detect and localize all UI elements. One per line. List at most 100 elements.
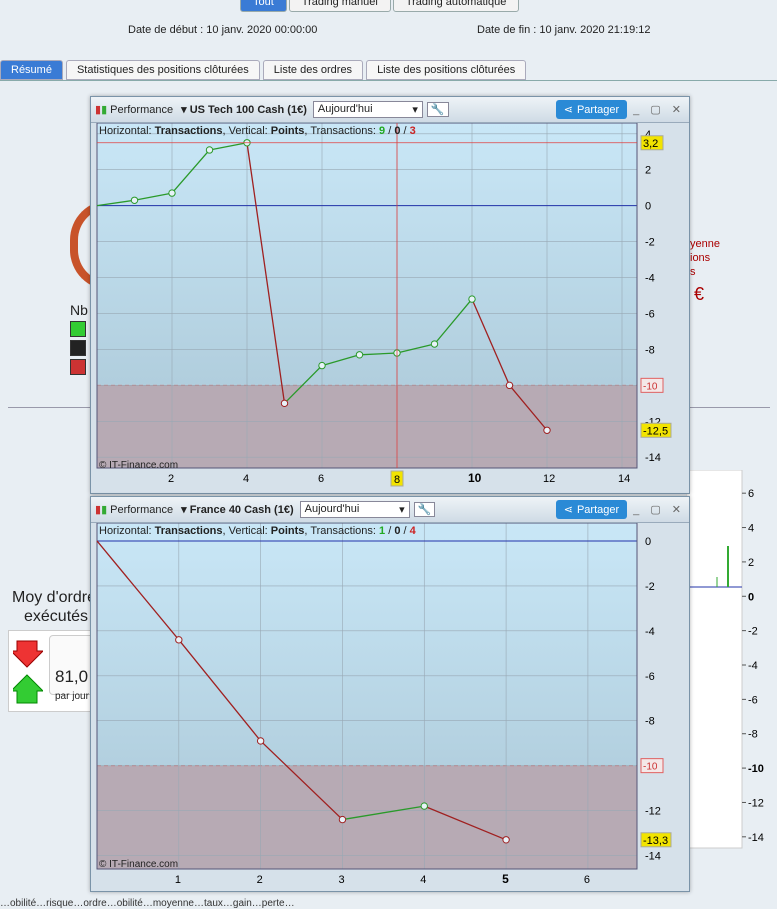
bg-tick-label: 6: [748, 488, 754, 500]
info-h-prefix: Horizontal:: [99, 525, 155, 537]
series-segment: [171, 149, 210, 194]
win-count: 9: [379, 125, 386, 137]
y-tick-label: -8: [645, 344, 655, 356]
trade-point: [543, 426, 551, 434]
mode-all-button[interactable]: Tout: [240, 0, 287, 12]
neutral-count: 0: [394, 125, 401, 137]
tab-orders[interactable]: Liste des ordres: [262, 60, 364, 80]
last-value-label: -12,5: [643, 425, 668, 437]
performance-icon-2: ▮: [101, 504, 108, 516]
last-value-label: -13,3: [643, 835, 668, 847]
crosshair-y-box: [640, 135, 664, 151]
y-tick-label: 2: [645, 165, 651, 177]
y-tick-label: -12: [645, 806, 661, 818]
info-v-value: Points: [270, 125, 305, 137]
wrench-icon[interactable]: 🔧: [413, 502, 436, 517]
window-controls[interactable]: _ ▢ ✕: [633, 104, 685, 116]
period-select[interactable]: Aujourd'hui ▾: [312, 101, 423, 118]
instrument-selector[interactable]: ▾ US Tech 100 Cash (1€): [181, 104, 307, 116]
x-tick-label: 2: [168, 473, 174, 485]
period-value: Aujourd'hui: [304, 503, 360, 515]
series-segment: [246, 142, 286, 404]
performance-window-nasdaq: ▮ ▮ Performance ▾ US Tech 100 Cash (1€) A…: [90, 96, 690, 494]
share-button[interactable]: ⋖ Partager: [555, 500, 628, 519]
loss-zone: [97, 385, 637, 468]
info-v-value: Points: [270, 525, 305, 537]
share-button[interactable]: ⋖ Partager: [555, 100, 628, 119]
crosshair-x-box: [390, 470, 404, 487]
series-segment: [509, 384, 548, 431]
threshold-box: [640, 377, 664, 393]
bg-tick-label: -12: [748, 797, 764, 809]
bg-tick-label: 4: [748, 523, 754, 535]
performance-icon: ▮: [95, 504, 102, 516]
x-tick-label: 4: [243, 473, 249, 485]
red-swatch: [70, 359, 86, 375]
copyright-1: © IT-Finance.com: [99, 460, 179, 471]
black-swatch: [70, 340, 86, 356]
x-tick-label: 12: [543, 473, 555, 485]
mode-auto-button[interactable]: Trading automatique: [392, 0, 520, 12]
bg-tick-label: 2: [748, 557, 754, 569]
trade-point: [338, 815, 347, 824]
win-count: 1: [379, 525, 386, 537]
bg-bar-chart: 6 4 2 0 -2 -4 -6 -8 -10 -12 -14: [686, 470, 764, 849]
y-tick-label: 0: [645, 201, 651, 213]
info-t-prefix: , Transactions:: [304, 125, 380, 137]
trade-point: [355, 351, 364, 359]
x-tick-label: 6: [318, 473, 324, 485]
tab-closed-stats[interactable]: Statistiques des positions clôturées: [65, 60, 260, 80]
threshold-label: -10: [643, 381, 658, 392]
y-tick-label: -6: [645, 671, 655, 683]
series-segment: [434, 298, 473, 345]
share-icon: ⋖: [563, 104, 573, 116]
performance-label: Performance: [110, 103, 174, 116]
plot-frame: [96, 523, 638, 870]
share-icon: ⋖: [563, 504, 573, 516]
trade-point: [468, 295, 476, 303]
bg-tick-label: -4: [748, 660, 758, 672]
wrench-icon[interactable]: 🔧: [426, 102, 449, 117]
threshold-box: [640, 758, 664, 774]
trade-point: [205, 146, 214, 154]
orders-per-day-value: 81,0: [55, 667, 89, 686]
trade-point: [318, 361, 326, 370]
window-controls[interactable]: _ ▢ ✕: [633, 504, 685, 516]
tab-resume[interactable]: Résumé: [0, 60, 63, 80]
bg-text-2: ions: [690, 252, 711, 264]
plot-frame: [96, 123, 638, 469]
info-v-prefix: , Vertical:: [222, 525, 271, 537]
threshold-label: -10: [643, 762, 658, 773]
instrument-selector[interactable]: ▾ France 40 Cash (1€): [181, 504, 294, 516]
trade-point: [505, 381, 514, 390]
x-tick-label: 1: [175, 874, 181, 886]
mode-manual-button[interactable]: Trading manuel: [288, 0, 391, 12]
start-date: Date de début : 10 janv. 2020 00:00:00: [128, 24, 318, 36]
info-h-value: Transactions: [154, 125, 223, 137]
loss-zone: [97, 765, 637, 869]
instrument-name: France 40 Cash (1€): [189, 504, 294, 516]
info-h-value: Transactions: [154, 525, 223, 537]
trade-point: [130, 196, 139, 204]
x-tick-label: 14: [618, 473, 630, 485]
series-segment: [396, 343, 435, 354]
series-segment: [134, 192, 173, 201]
chart-info-2: Horizontal: Transactions, Vertical: Poin…: [99, 525, 416, 537]
last-value-box: [640, 422, 672, 438]
tab-closed-positions[interactable]: Liste des positions clôturées: [366, 60, 527, 80]
y-tick-label: -8: [645, 716, 655, 728]
crosshair-x-label: 8: [394, 474, 400, 486]
end-date: Date de fin : 10 janv. 2020 21:19:12: [477, 24, 651, 36]
mode-buttons: Tout Trading manuel Trading automatique: [240, 0, 521, 12]
window-titlebar: ▮ ▮ Performance ▾ France 40 Cash (1€) Auj…: [91, 497, 689, 523]
bg-text-1: yenne: [690, 238, 720, 250]
tab-underline: [0, 80, 777, 81]
green-swatch: [70, 321, 86, 337]
period-select[interactable]: Aujourd'hui ▾: [299, 501, 410, 518]
y-tick-label: -14: [645, 851, 661, 863]
series-segment: [321, 354, 360, 367]
series-segment: [209, 142, 248, 151]
performance-chart-1: 2468101214420-2-4-6-8-10-12-14-10-12,53,…: [96, 123, 672, 487]
y-tick-label: -6: [645, 308, 655, 320]
instrument-name: US Tech 100 Cash (1€): [189, 104, 307, 116]
